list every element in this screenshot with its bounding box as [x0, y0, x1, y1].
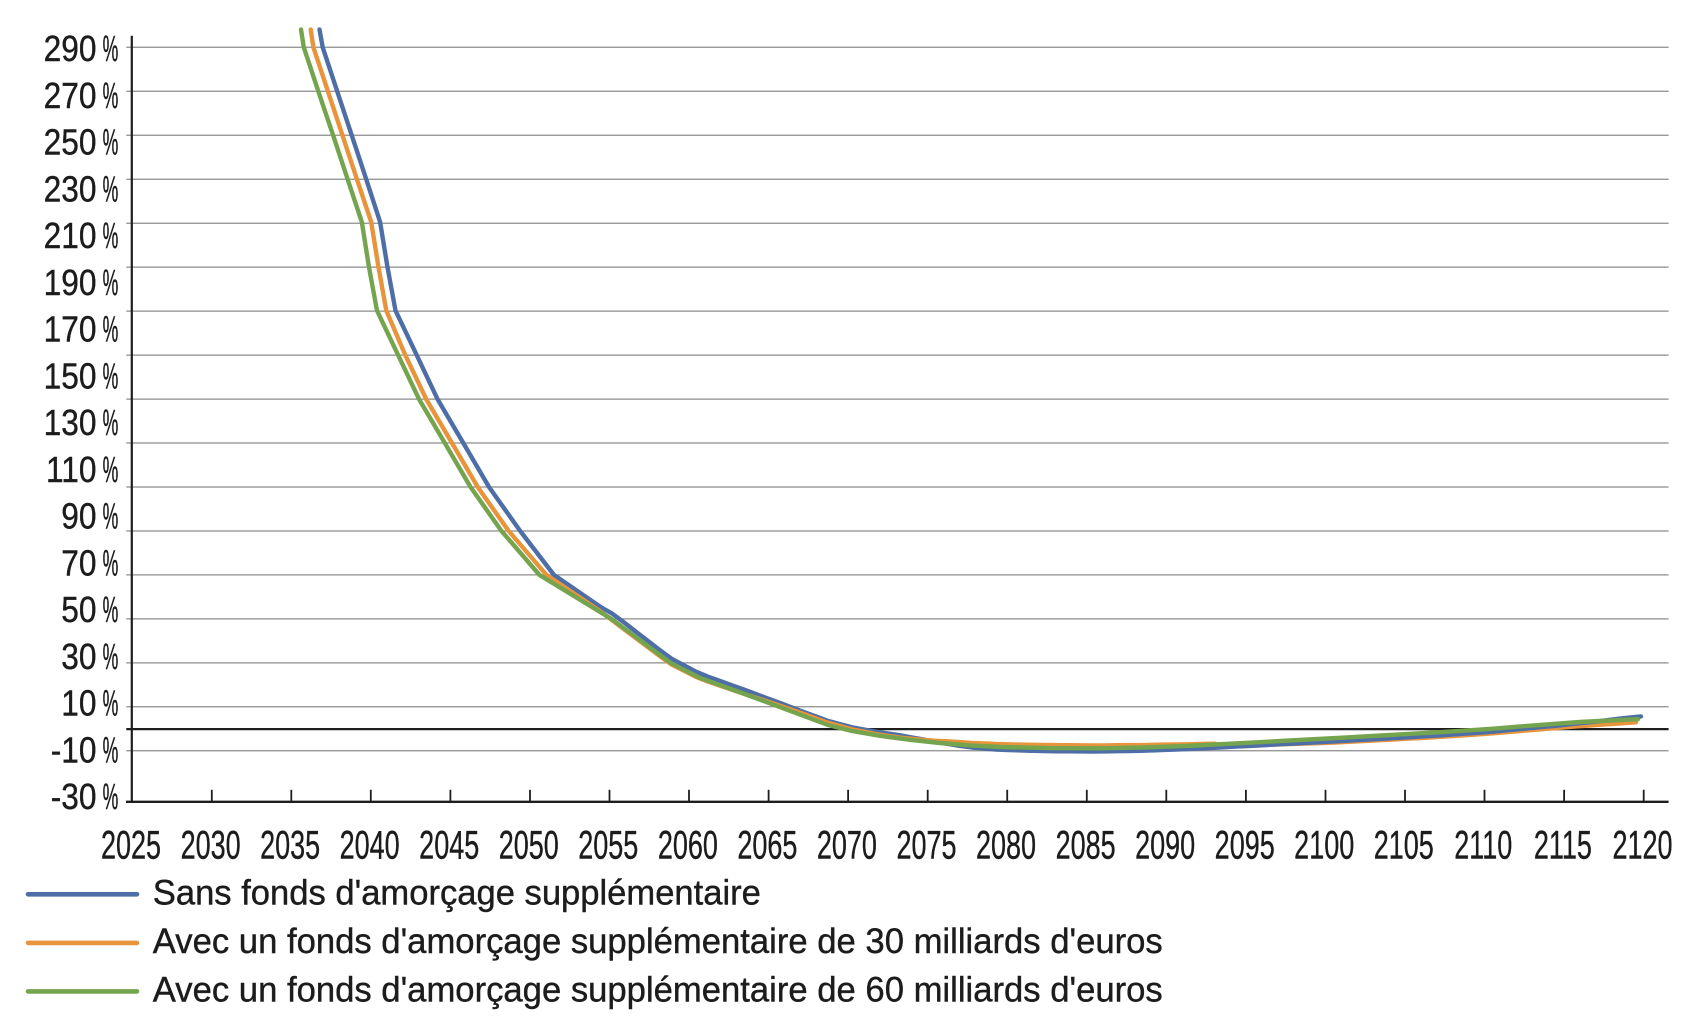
svg-text:250: 250	[44, 123, 97, 163]
svg-text:2040: 2040	[340, 823, 400, 868]
svg-text:170: 170	[44, 310, 97, 350]
svg-text:2105: 2105	[1374, 823, 1434, 868]
svg-text:%: %	[103, 357, 119, 398]
svg-text:90: 90	[61, 497, 96, 537]
svg-text:2075: 2075	[896, 823, 956, 868]
svg-text:%: %	[103, 263, 119, 304]
svg-text:2080: 2080	[976, 823, 1036, 868]
svg-text:%: %	[103, 637, 119, 678]
svg-text:2110: 2110	[1454, 823, 1512, 868]
svg-text:%: %	[103, 310, 119, 351]
svg-text:Sans fonds d'amorçage suppléme: Sans fonds d'amorçage supplémentaire	[153, 874, 761, 912]
svg-text:2045: 2045	[419, 823, 479, 868]
svg-text:%: %	[103, 216, 119, 257]
svg-text:70: 70	[61, 544, 96, 584]
svg-text:50: 50	[61, 590, 96, 630]
svg-text:%: %	[103, 170, 119, 211]
svg-text:%: %	[103, 450, 119, 491]
svg-text:%: %	[103, 29, 119, 70]
svg-text:%: %	[103, 403, 119, 444]
svg-text:2025: 2025	[101, 823, 161, 868]
svg-text:Avec un fonds d'amorçage suppl: Avec un fonds d'amorçage supplémentaire …	[153, 922, 1163, 961]
svg-text:2070: 2070	[817, 823, 877, 868]
svg-text:10: 10	[61, 684, 96, 724]
svg-text:2090: 2090	[1135, 823, 1195, 868]
svg-text:210: 210	[44, 216, 97, 256]
svg-text:2035: 2035	[260, 823, 320, 868]
svg-text:230: 230	[44, 170, 97, 210]
svg-text:%: %	[103, 497, 119, 538]
svg-text:190: 190	[44, 263, 97, 303]
svg-text:%: %	[103, 731, 119, 772]
svg-text:%: %	[103, 590, 119, 631]
svg-text:%: %	[103, 684, 119, 725]
svg-text:2095: 2095	[1215, 823, 1275, 868]
svg-text:Avec un fonds d'amorçage suppl: Avec un fonds d'amorçage supplémentaire …	[153, 970, 1163, 1009]
svg-text:270: 270	[44, 76, 97, 116]
svg-text:2100: 2100	[1294, 823, 1354, 868]
svg-text:2050: 2050	[499, 823, 559, 868]
svg-text:%: %	[103, 544, 119, 585]
svg-text:110: 110	[46, 450, 96, 490]
svg-text:2120: 2120	[1612, 823, 1672, 868]
svg-text:2115: 2115	[1534, 823, 1592, 868]
svg-text:2085: 2085	[1056, 823, 1116, 868]
svg-text:290: 290	[44, 29, 97, 69]
svg-text:30: 30	[61, 637, 96, 677]
svg-text:2065: 2065	[737, 823, 797, 868]
svg-text:%: %	[103, 777, 119, 818]
svg-text:2060: 2060	[658, 823, 718, 868]
svg-text:%: %	[103, 76, 119, 117]
svg-text:-30: -30	[51, 777, 97, 817]
svg-text:-10: -10	[51, 731, 97, 771]
svg-text:150: 150	[44, 357, 97, 397]
svg-text:130: 130	[44, 403, 97, 443]
svg-text:2055: 2055	[578, 823, 638, 868]
svg-text:2030: 2030	[181, 823, 241, 868]
svg-text:%: %	[103, 123, 119, 164]
